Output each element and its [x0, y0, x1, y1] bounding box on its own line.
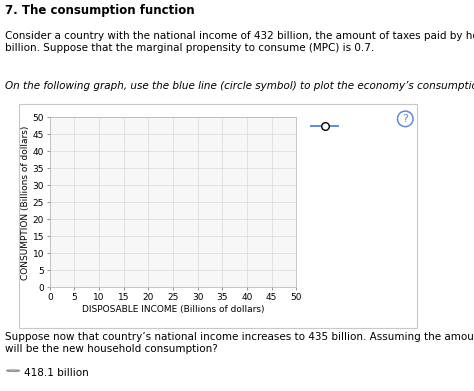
X-axis label: DISPOSABLE INCOME (Billions of dollars): DISPOSABLE INCOME (Billions of dollars) — [82, 305, 264, 314]
Text: On the following graph, use the blue line (circle symbol) to plot the economy’s : On the following graph, use the blue lin… — [5, 81, 474, 91]
Circle shape — [7, 370, 19, 371]
Text: 7. The consumption function: 7. The consumption function — [5, 4, 194, 17]
Text: ?: ? — [402, 114, 408, 124]
Y-axis label: CONSUMPTION (Billions of dollars): CONSUMPTION (Billions of dollars) — [21, 125, 30, 280]
Text: Consider a country with the national income of 432 billion, the amount of taxes : Consider a country with the national inc… — [5, 31, 474, 53]
Text: 418.1 billion: 418.1 billion — [24, 368, 89, 378]
Text: Suppose now that country’s national income increases to 435 billion. Assuming th: Suppose now that country’s national inco… — [5, 332, 474, 354]
